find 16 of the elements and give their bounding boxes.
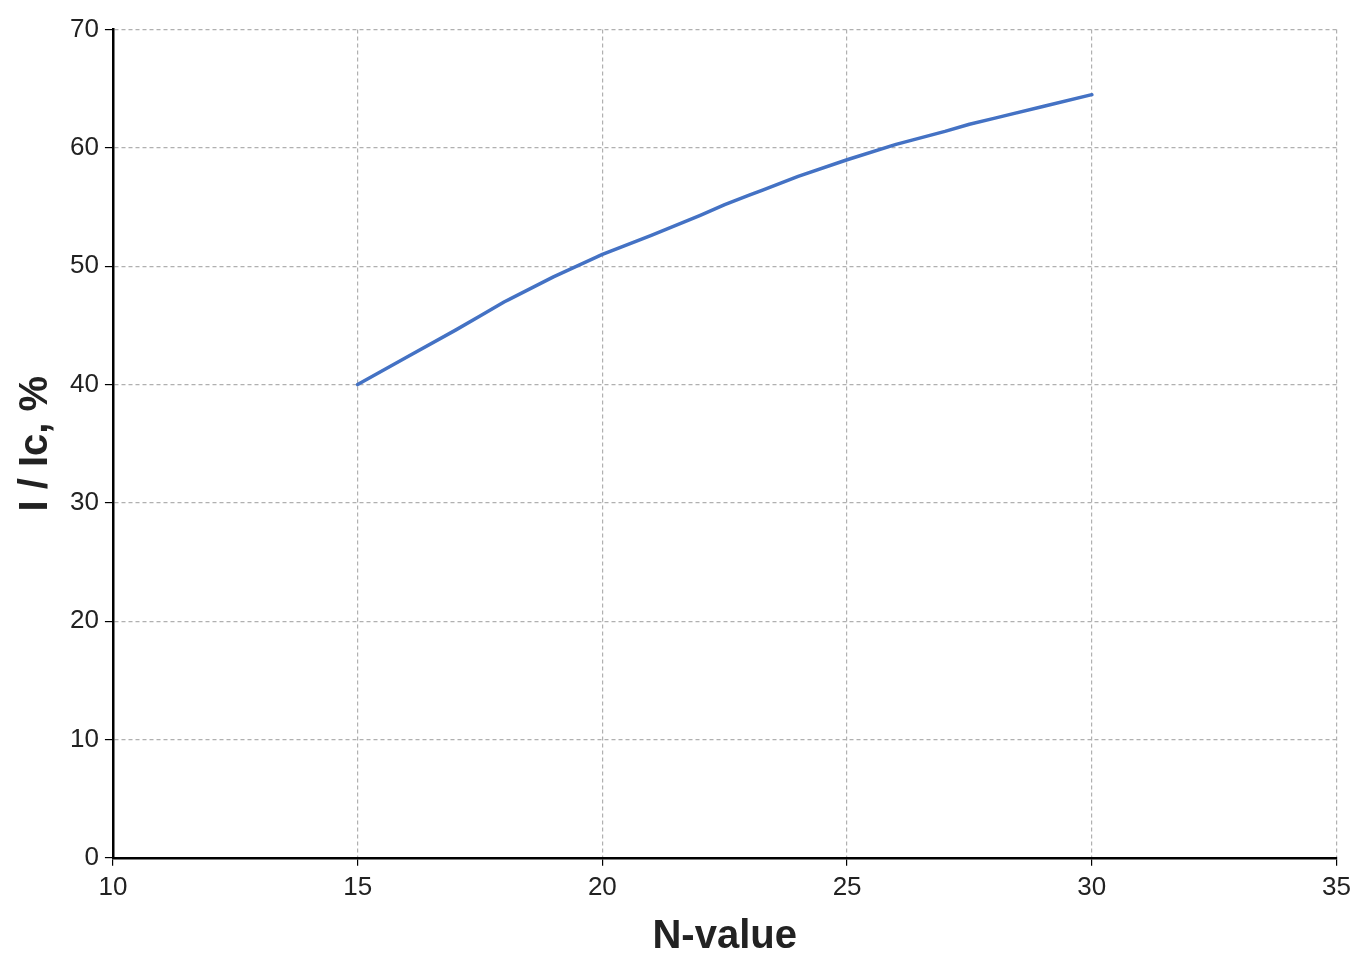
x-tick-label: 20 [587,870,617,901]
x-tick-label: 15 [343,870,373,901]
x-tick-label: 35 [1322,870,1351,901]
y-tick-label: 30 [70,486,99,517]
y-axis-title: I / Ic, % [11,375,56,512]
y-tick-label: 0 [84,840,99,871]
x-tick-label: 10 [98,870,128,901]
y-tick-label: 40 [70,367,99,398]
x-tick-label: 25 [832,870,862,901]
y-tick-label: 20 [70,604,99,635]
x-axis-title: N-value [652,912,797,957]
x-tick-label: 30 [1077,870,1107,901]
y-tick-label: 10 [70,722,99,753]
y-tick-label: 70 [70,12,99,43]
y-tick-label: 50 [70,249,99,280]
y-tick-label: 60 [70,131,99,162]
